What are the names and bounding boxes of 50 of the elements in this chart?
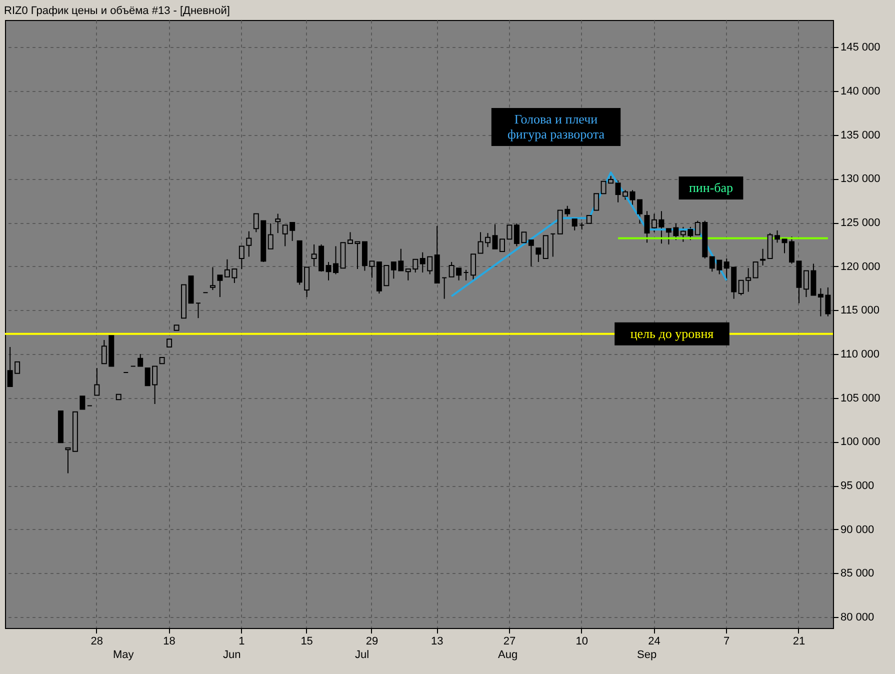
y-tick-label: 120 000 [840,260,880,273]
x-tick-label: 27 [503,636,516,648]
annotation: Голова и плечи фигура разворота [507,112,605,142]
y-tick-label: 145 000 [840,42,880,54]
text: Sep [637,649,657,661]
x-tick-label: 24 [648,636,660,648]
candlestick [752,261,758,278]
annotation: пин-бар [688,180,734,195]
x-tick-label: 13 [430,636,444,648]
y-tick-label: 115 000 [840,304,880,317]
candlestick [572,218,578,231]
x-tick-label: 29 [366,636,378,648]
x-tick-label: 1 [238,636,245,648]
candlestick [528,240,534,267]
candlestick [138,354,144,367]
y-tick-label: 80 000 [840,612,874,624]
candlestick [644,210,650,244]
candlestick [65,447,71,474]
y-tick-label: 130 000 [840,173,880,186]
candlestick [536,247,542,262]
candlestick [94,368,100,396]
y-tick-label: 110 000 [840,348,880,361]
candlestick [594,193,600,211]
candlestick [470,254,476,282]
x-tick-label: 15 [300,636,313,648]
y-tick-label: 85 000 [840,568,874,580]
y-tick-label: 100 000 [840,436,880,448]
text: Aug [498,649,518,661]
y-tick-label: 95 000 [840,480,874,492]
candlestick [268,222,274,250]
ref-line-label: цель до уровня [630,326,714,341]
y-tick-label: 140 000 [840,86,880,98]
y-tick-label: 90 000 [840,524,874,536]
x-tick-label: 18 [163,636,176,648]
candlestick [210,266,216,291]
y-tick-label: 135 000 [840,129,880,142]
y-tick-label: 105 000 [840,392,880,404]
y-tick-label: 125 000 [840,217,880,230]
text: Jul [355,649,370,661]
candlestick [80,396,86,410]
x-tick-label: 28 [90,636,104,648]
candlestick [542,235,548,259]
x-tick-label: 21 [792,636,806,648]
x-tick-label: 10 [576,636,588,648]
chart-title: RIZ0 График цены и объёма #13 - [Дневной] [4,5,230,17]
text: May [113,649,134,661]
candlestick [275,213,281,234]
x-tick-label: 7 [724,636,730,648]
text: Jun [223,649,241,661]
candlestick [217,274,223,298]
